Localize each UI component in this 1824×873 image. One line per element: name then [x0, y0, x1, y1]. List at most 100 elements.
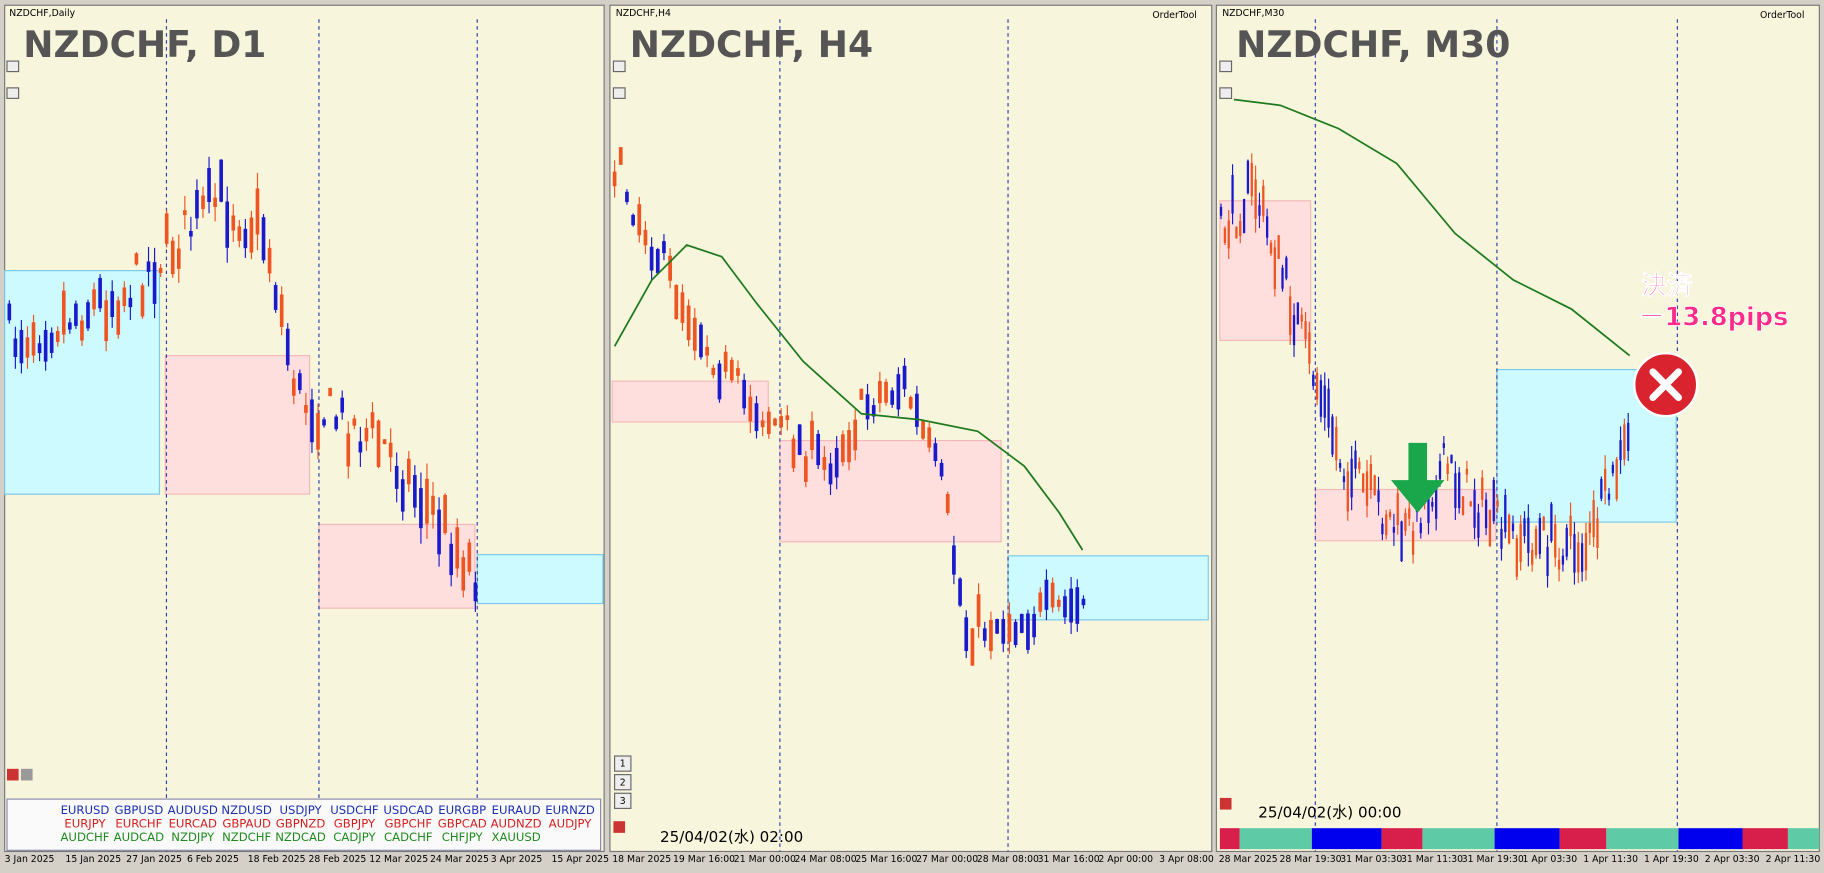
icon[interactable] [6, 768, 19, 781]
candle-body [1296, 302, 1300, 325]
candle-body [273, 285, 278, 310]
pair-label[interactable]: GBPUSD [114, 803, 163, 817]
pair-label[interactable]: AUDUSD [168, 803, 218, 817]
date-label: 6 Feb 2025 [187, 854, 239, 865]
candle-body [643, 229, 648, 246]
icon[interactable] [613, 821, 626, 833]
candle-body [1408, 508, 1411, 519]
candle-body [1569, 515, 1572, 537]
candle-body [1265, 216, 1269, 238]
candle-body [865, 394, 870, 420]
pair-label[interactable]: AUDJPY [549, 817, 593, 831]
pair-label[interactable]: XAUUSD [491, 830, 540, 844]
pair-label[interactable]: GBPCAD [438, 817, 487, 831]
pair-label[interactable]: CHFJPY [442, 830, 484, 844]
pair-label[interactable]: EURNZD [545, 803, 595, 817]
candle-body [766, 411, 771, 435]
date-axis: 3 Jan 2025 15 Jan 2025 27 Jan 2025 6 Feb 20… [5, 854, 1821, 865]
candle-body [116, 300, 121, 335]
date-label: 1 Apr 19:30 [1644, 854, 1699, 865]
candle-body [1619, 440, 1622, 461]
bar-segment [1678, 828, 1743, 850]
pair-label[interactable]: GBPCHF [385, 817, 433, 831]
candle-body [612, 171, 617, 187]
pair-label[interactable]: EURCAD [169, 817, 217, 831]
pair-label[interactable]: AUDNZD [491, 817, 542, 831]
tool-label[interactable]: OrderTool [1760, 10, 1804, 21]
pair-label[interactable]: NZDUSD [221, 803, 271, 817]
candle-body [340, 397, 345, 413]
pair-label[interactable]: EURUSD [61, 803, 110, 817]
pair-label[interactable]: USDCAD [383, 803, 433, 817]
pair-label[interactable]: NZDJPY [171, 830, 215, 844]
timestamp: 25/04/02(水) 00:00 [1258, 804, 1401, 822]
candle-body [1381, 523, 1384, 535]
candle-body [419, 488, 423, 529]
button-label[interactable]: 1 [620, 759, 626, 770]
candle-body [982, 628, 987, 641]
scroll-button[interactable] [612, 60, 626, 73]
scroll-button[interactable] [6, 60, 20, 73]
pair-label[interactable]: EURCHF [115, 817, 162, 831]
candle-body [413, 475, 417, 508]
candle-body [170, 240, 175, 275]
candle-body [1001, 619, 1006, 644]
scroll-button[interactable] [1219, 60, 1233, 73]
pair-label[interactable]: USDJPY [279, 803, 322, 817]
candle-body [964, 617, 969, 652]
scroll-button[interactable] [612, 87, 626, 99]
candle-body [31, 322, 36, 356]
candle-body [1258, 205, 1261, 216]
candle-body [1262, 185, 1265, 217]
zone [4, 270, 161, 495]
candle-body [1063, 596, 1067, 618]
button[interactable] [614, 792, 632, 809]
pair-label[interactable]: NZDCHF [222, 830, 271, 844]
candle-body [1442, 443, 1445, 448]
scroll-button[interactable] [6, 87, 20, 99]
candle-body [400, 479, 405, 512]
candle-body [1607, 493, 1611, 500]
scroll-button[interactable] [1219, 87, 1233, 99]
pair-label[interactable]: EURGBP [438, 803, 486, 817]
candle-body [310, 399, 314, 443]
pair-label[interactable]: EURAUD [492, 803, 541, 817]
pair-label[interactable]: GBPJPY [334, 817, 376, 831]
candle-body [128, 297, 133, 308]
candle-body [1580, 543, 1584, 572]
candle-body [19, 329, 24, 364]
date-label: 1 Apr 11:30 [1583, 854, 1638, 865]
candle-body [952, 545, 956, 575]
candle-body [55, 330, 60, 342]
pair-label[interactable]: CADCHF [384, 830, 433, 844]
candle-body [921, 420, 925, 439]
pair-label[interactable]: NZDCAD [275, 830, 326, 844]
tool-label[interactable]: OrderTool [1152, 10, 1196, 21]
button[interactable] [614, 774, 632, 791]
candle-body [298, 373, 302, 391]
candle-body [834, 447, 839, 478]
button[interactable] [614, 755, 632, 772]
candle-body [637, 204, 642, 236]
pair-label[interactable]: AUDCHF [60, 830, 109, 844]
pair-label[interactable]: GBPNZD [276, 817, 326, 831]
icon[interactable] [20, 768, 33, 781]
pair-label[interactable]: CADJPY [333, 830, 376, 844]
candle-body [662, 241, 666, 254]
pair-label[interactable]: USDCHF [330, 803, 379, 817]
candle-body [668, 255, 672, 281]
candle-body [754, 403, 759, 432]
pair-label[interactable]: AUDCAD [114, 830, 164, 844]
candle-body [443, 494, 447, 534]
pair-label[interactable]: EURJPY [64, 817, 106, 831]
pair-label[interactable]: GBPAUD [222, 817, 271, 831]
candle-body [822, 456, 827, 470]
icon[interactable] [1219, 797, 1232, 810]
candle-body [1346, 471, 1349, 512]
candle-body [1331, 416, 1334, 455]
candle-body [449, 543, 453, 576]
button-label[interactable]: 2 [620, 777, 626, 788]
button-label[interactable]: 3 [620, 796, 626, 807]
candle-body [1026, 613, 1030, 650]
candle-body [1515, 538, 1518, 577]
